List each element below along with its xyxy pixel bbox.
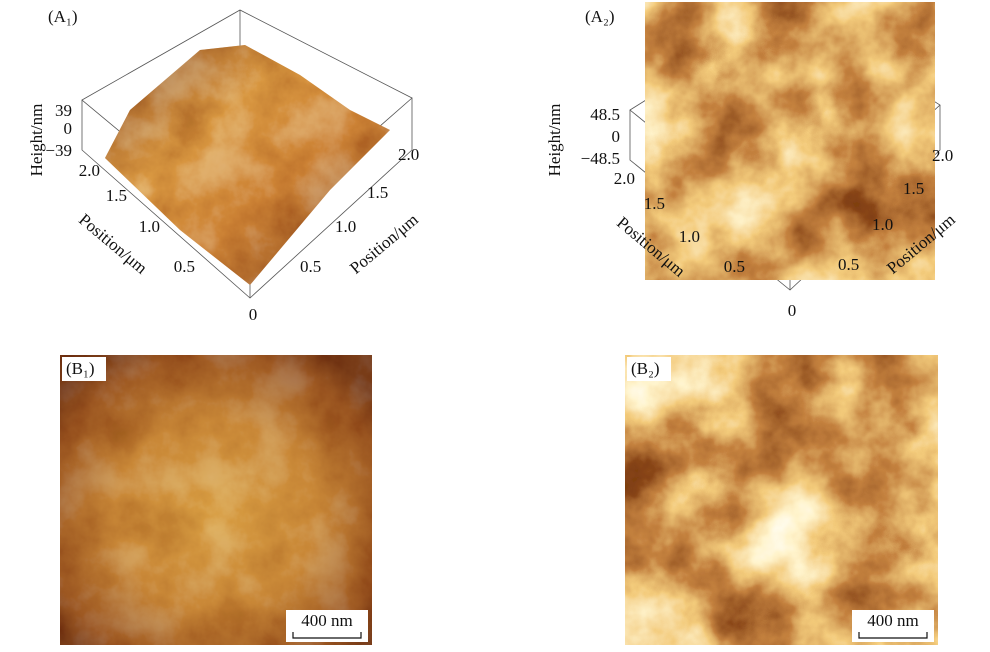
z-axis-label: Height/nm (545, 104, 564, 177)
surface (645, 2, 935, 280)
scale-bar (858, 632, 928, 639)
panel-label: (B₁) (66, 359, 95, 378)
right-tick: 2.0 (398, 145, 419, 164)
right-tick: 1.5 (367, 183, 388, 202)
panel-a2: (A₂) Height/nm 48.5 0 −48.5 2.0 1.5 1.0 … (545, 2, 959, 320)
right-tick: 1.0 (335, 217, 356, 236)
z-tick: 0 (64, 119, 73, 138)
right-tick: 0.5 (300, 257, 321, 276)
right-tick: 0.5 (838, 255, 859, 274)
z-tick: 0 (612, 127, 621, 146)
origin: 0 (788, 301, 797, 320)
panel-a1: (A₁) Height/nm 39 0 −39 2.0 1.5 1.0 0.5 … (27, 7, 422, 324)
z-axis-label: Height/nm (27, 104, 46, 177)
left-tick: 0.5 (724, 257, 745, 276)
panel-b1: (B₁) 400 nm (60, 355, 372, 645)
left-tick: 1.5 (106, 186, 127, 205)
right-tick: 1.5 (903, 179, 924, 198)
z-tick: −39 (45, 141, 72, 160)
scale-box (286, 610, 368, 642)
panel-label: (A₂) (585, 7, 615, 26)
origin: 0 (249, 305, 258, 324)
panel-b2: (B₂) 400 nm (625, 355, 938, 645)
right-tick: 2.0 (932, 146, 953, 165)
right-axis-label: Position/μm (883, 210, 959, 278)
surface-texture (105, 45, 390, 285)
right-axis-label: Position/μm (346, 210, 422, 278)
left-tick: 2.0 (79, 161, 100, 180)
scale-bar (292, 632, 362, 639)
panel-label: (A₁) (48, 7, 78, 26)
right-tick: 1.0 (872, 215, 893, 234)
left-tick: 2.0 (614, 169, 635, 188)
scale-box (852, 610, 934, 642)
left-tick: 1.0 (139, 217, 160, 236)
scale-bar-label: 400 nm (867, 611, 918, 630)
panel-label: (B₂) (631, 359, 660, 378)
left-tick: 1.0 (679, 227, 700, 246)
scale-bar-label: 400 nm (301, 611, 352, 630)
label-box (627, 357, 671, 381)
left-tick: 1.5 (644, 194, 665, 213)
afm-texture (60, 355, 372, 645)
label-box (62, 357, 106, 381)
afm-image (625, 355, 938, 645)
z-tick: 39 (55, 101, 72, 120)
z-tick: −48.5 (581, 149, 620, 168)
z-tick: 48.5 (590, 105, 620, 124)
left-tick: 0.5 (174, 257, 195, 276)
left-axis-label: Position/μm (613, 213, 689, 281)
